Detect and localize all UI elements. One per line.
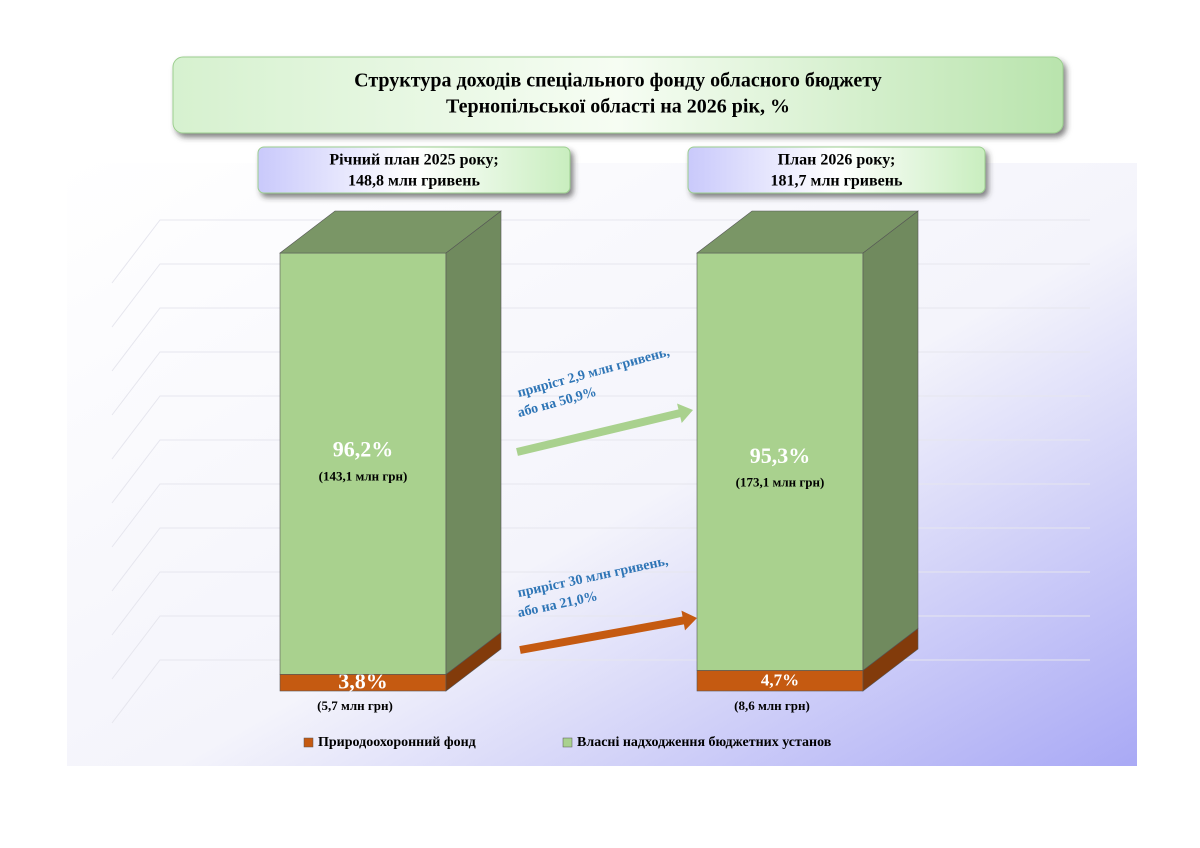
chart-title: Тернопільської області на 2026 рік, % xyxy=(446,96,790,118)
bars-layer: Річний план 2025 року;148,8 млн гривень3… xyxy=(257,146,986,750)
amount-label: (173,1 млн грн) xyxy=(736,475,825,490)
chart-title: Структура доходів спеціального фонду обл… xyxy=(354,70,882,92)
bar-top xyxy=(279,210,502,254)
bar-side xyxy=(862,210,919,672)
value-label: 95,3% xyxy=(750,443,811,468)
decor-lines xyxy=(111,219,1090,724)
category-total: 148,8 млн гривень xyxy=(348,173,480,190)
legend-swatch xyxy=(562,737,573,748)
amount-label: (5,7 млн грн) xyxy=(317,698,393,713)
legend-swatch xyxy=(303,737,314,748)
legend-label: Природоохоронний фонд xyxy=(318,735,476,750)
amount-label: (8,6 млн грн) xyxy=(734,698,810,713)
title-box xyxy=(172,56,1064,134)
bar-top xyxy=(696,210,919,254)
bar-segment xyxy=(696,252,864,671)
legend-label: Власні надходження бюджетних установ xyxy=(577,735,832,750)
category-label: Річний план 2025 року; xyxy=(329,152,498,169)
growth-arrow xyxy=(516,403,694,456)
bar-side xyxy=(445,210,502,675)
category-total: 181,7 млн гривень xyxy=(771,173,903,190)
category-box xyxy=(687,146,986,194)
bar-segment xyxy=(279,252,447,675)
value-label: 96,2% xyxy=(333,437,394,462)
amount-label: (143,1 млн грн) xyxy=(319,469,408,484)
category-label: План 2026 року; xyxy=(778,152,896,169)
plot-background xyxy=(67,163,1137,766)
value-label: 4,7% xyxy=(761,671,799,690)
growth-arrow xyxy=(519,610,697,654)
category-box xyxy=(257,146,571,194)
